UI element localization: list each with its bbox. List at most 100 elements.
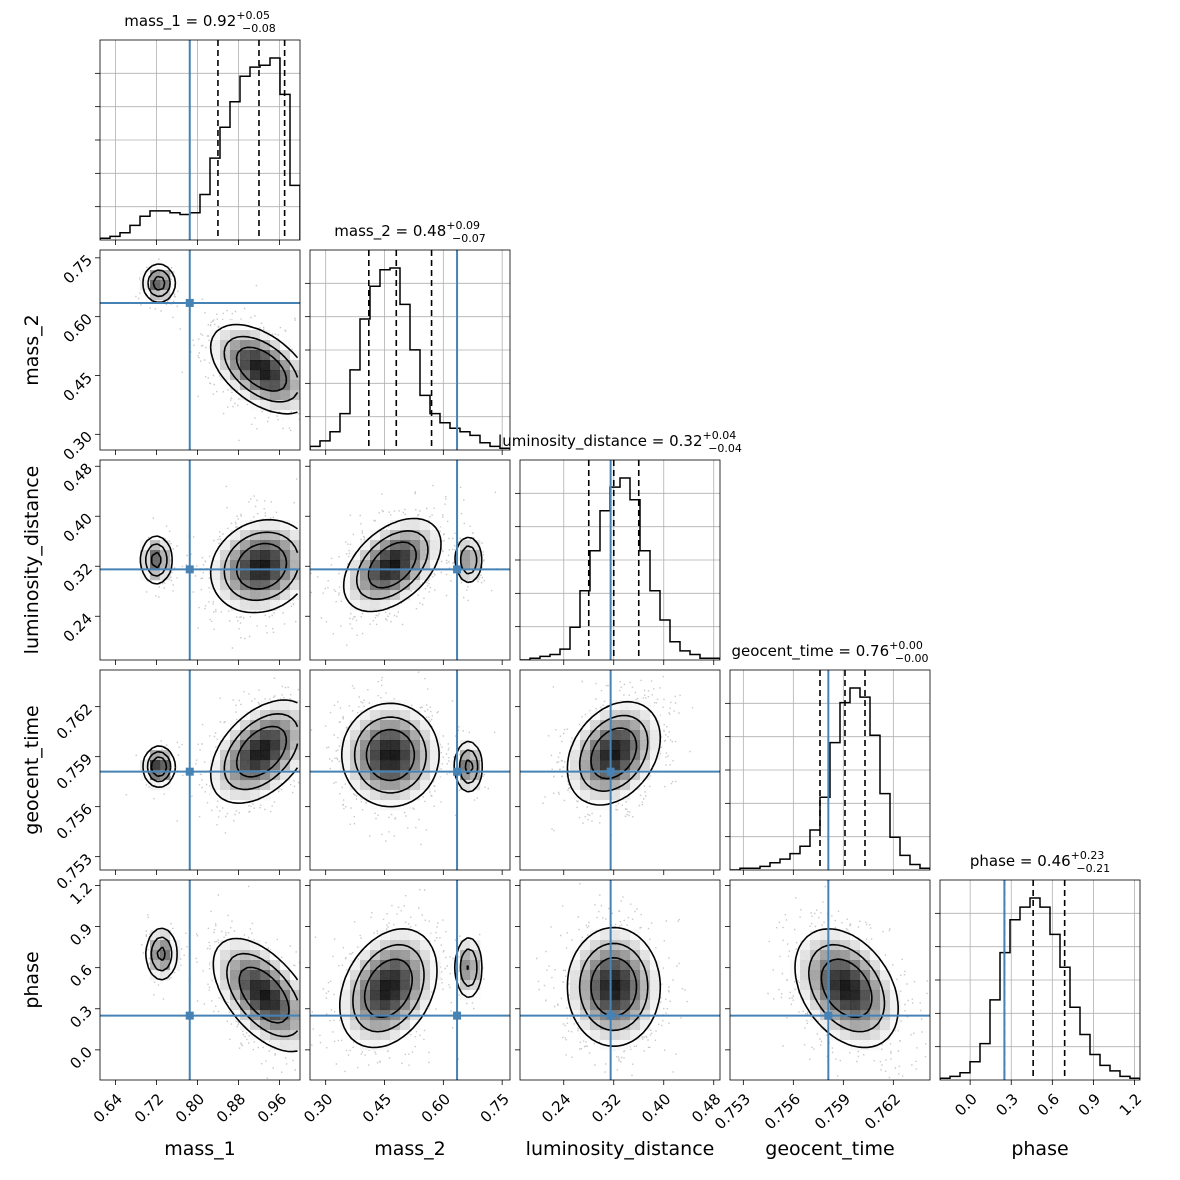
density-cell	[840, 990, 851, 1001]
panel-title: geocent_time = 0.76+0.00 −0.00	[731, 639, 928, 665]
density-cell	[290, 380, 300, 391]
density-cell	[590, 970, 601, 981]
density-cell	[400, 520, 411, 531]
y-tick-label: 0.759	[53, 750, 96, 793]
density-cell	[400, 550, 411, 561]
density-cell	[850, 950, 861, 961]
x-tick-label: 0.80	[172, 1090, 208, 1126]
density-cell	[580, 790, 591, 801]
density-cell	[880, 970, 891, 981]
density-cell	[600, 790, 611, 801]
x-tick-label: 0.88	[213, 1090, 249, 1126]
density-cell	[240, 750, 251, 761]
density-cell	[360, 760, 371, 771]
density-cell	[370, 980, 381, 991]
density-cell	[210, 340, 221, 351]
density-cell	[240, 950, 251, 961]
density-cell	[260, 1030, 271, 1041]
panel-luminosity_distance-mass_2	[305, 459, 511, 665]
density-cell	[470, 770, 481, 781]
density-cell	[860, 960, 871, 971]
density-cell	[570, 760, 581, 771]
density-cell	[160, 550, 171, 561]
density-cell	[230, 360, 241, 371]
density-cell	[820, 1000, 831, 1011]
density-cell	[150, 950, 161, 961]
density-cell	[380, 930, 391, 941]
density-cell	[370, 550, 381, 561]
density-cell	[160, 960, 171, 971]
density-cell	[420, 1000, 431, 1011]
density-cell	[250, 960, 261, 971]
density-cell	[290, 740, 300, 751]
density-cell	[250, 350, 261, 361]
density-cell	[470, 570, 481, 581]
density-cell	[270, 560, 281, 571]
density-cell	[470, 780, 481, 791]
density-cell	[210, 350, 221, 361]
density-cell	[420, 570, 431, 581]
density-cell	[250, 340, 261, 351]
density-cell	[420, 990, 431, 1001]
density-cell	[620, 930, 631, 941]
density-cell	[260, 700, 271, 711]
panel-title: mass_1 = 0.92+0.05 −0.08	[124, 9, 275, 35]
panel-title: phase = 0.46+0.23 −0.21	[970, 849, 1110, 875]
density-cell	[380, 990, 391, 1001]
density-cell	[420, 750, 431, 761]
density-cell	[250, 720, 261, 731]
density-cell	[350, 720, 361, 731]
density-cell	[240, 1000, 251, 1011]
density-cell	[240, 560, 251, 571]
density-cell	[600, 710, 611, 721]
density-cell	[380, 550, 391, 561]
density-cell	[620, 1030, 631, 1041]
density-cell	[620, 960, 631, 971]
density-cell	[430, 960, 441, 971]
density-cell	[360, 730, 371, 741]
density-cell	[610, 1030, 621, 1041]
density-cell	[280, 540, 291, 551]
density-cell	[360, 940, 371, 951]
density-cell	[600, 950, 611, 961]
density-cell	[400, 580, 411, 591]
density-cell	[390, 580, 401, 591]
panel-content	[100, 250, 300, 450]
density-cell	[600, 1030, 611, 1041]
density-cell	[250, 590, 261, 601]
contour-line	[145, 927, 299, 1053]
density-cell	[460, 780, 471, 791]
density-cell	[380, 760, 391, 771]
density-cell	[380, 560, 391, 571]
density-cell	[570, 740, 581, 751]
density-cell	[270, 750, 281, 761]
density-cell	[380, 740, 391, 751]
density-cell	[380, 1000, 391, 1011]
density-cell	[160, 540, 171, 551]
density-cell	[220, 740, 231, 751]
density-cell	[610, 960, 621, 971]
density-cell	[340, 970, 351, 981]
density-cell	[270, 960, 281, 971]
panel-content	[520, 670, 720, 870]
density-cell	[470, 970, 481, 981]
density-cell	[370, 560, 381, 571]
panel-mass_1-mass_1: mass_1 = 0.92+0.05 −0.08	[95, 9, 301, 245]
truth-marker	[453, 767, 462, 776]
density-cell	[380, 720, 391, 731]
density-cell	[860, 970, 871, 981]
density-cell	[280, 530, 291, 541]
density-cell	[250, 780, 261, 791]
density-cell	[150, 750, 161, 761]
density-cell	[410, 540, 421, 551]
title-minus: −0.04	[708, 442, 742, 455]
density-cell	[280, 700, 291, 711]
density-cell	[620, 990, 631, 1001]
density-cell	[460, 960, 471, 971]
density-cell	[570, 750, 581, 761]
density-cell	[370, 1000, 381, 1011]
density-cell	[570, 960, 581, 971]
density-cell	[250, 550, 261, 561]
density-cell	[370, 760, 381, 771]
density-cell	[380, 800, 391, 811]
